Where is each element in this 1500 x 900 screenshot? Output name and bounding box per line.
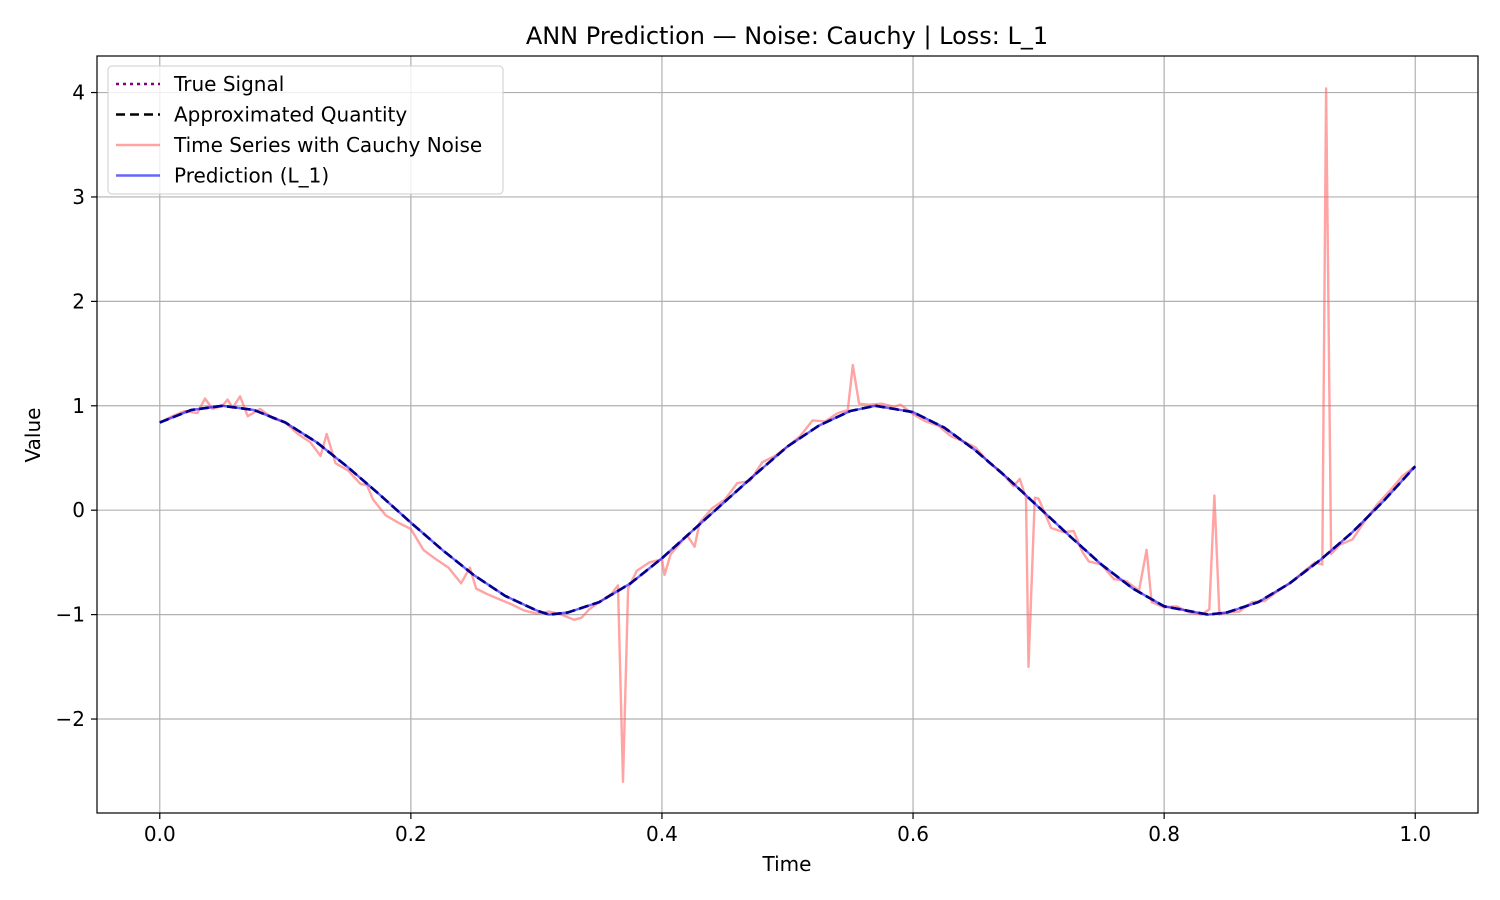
- series-lines: [159, 87, 1417, 783]
- legend-box: [107, 65, 504, 195]
- x-tick-label: 0.4: [646, 822, 678, 846]
- legend-label: Approximated Quantity: [174, 103, 407, 127]
- legend-label: Prediction (L_1): [174, 164, 329, 188]
- x-tick-label: 0.2: [395, 822, 427, 846]
- x-tick-label: 0.6: [897, 822, 929, 846]
- legend-label: Time Series with Cauchy Noise: [173, 133, 482, 157]
- x-axis-label: Time: [762, 852, 812, 876]
- x-tick-label: 0.0: [144, 822, 176, 846]
- y-tick-label: −1: [56, 603, 85, 627]
- series-line-prediction-l-1: [159, 404, 1417, 616]
- y-tick-label: −2: [56, 707, 85, 731]
- grid: [97, 56, 1478, 813]
- x-tick-label: 0.8: [1148, 822, 1180, 846]
- plot-area-frame: [96, 55, 1479, 814]
- chart-title: ANN Prediction — Noise: Cauchy | Loss: L…: [526, 22, 1048, 50]
- legend: True Signal Approximated Quantity Time Ser…: [107, 65, 504, 195]
- y-tick-label: 4: [72, 81, 85, 105]
- y-tick-label: 0: [72, 498, 85, 522]
- y-tick-label: 3: [72, 185, 85, 209]
- axis-ticks: 0.0 0.2 0.4 0.6 0.8 1.0 −2 −1 0 1 2 3 4: [56, 81, 1432, 846]
- x-tick-label: 1.0: [1399, 822, 1431, 846]
- legend-label: True Signal: [173, 72, 284, 96]
- y-tick-label: 2: [72, 289, 85, 313]
- y-axis-label: Value: [21, 408, 45, 463]
- y-tick-label: 1: [72, 394, 85, 418]
